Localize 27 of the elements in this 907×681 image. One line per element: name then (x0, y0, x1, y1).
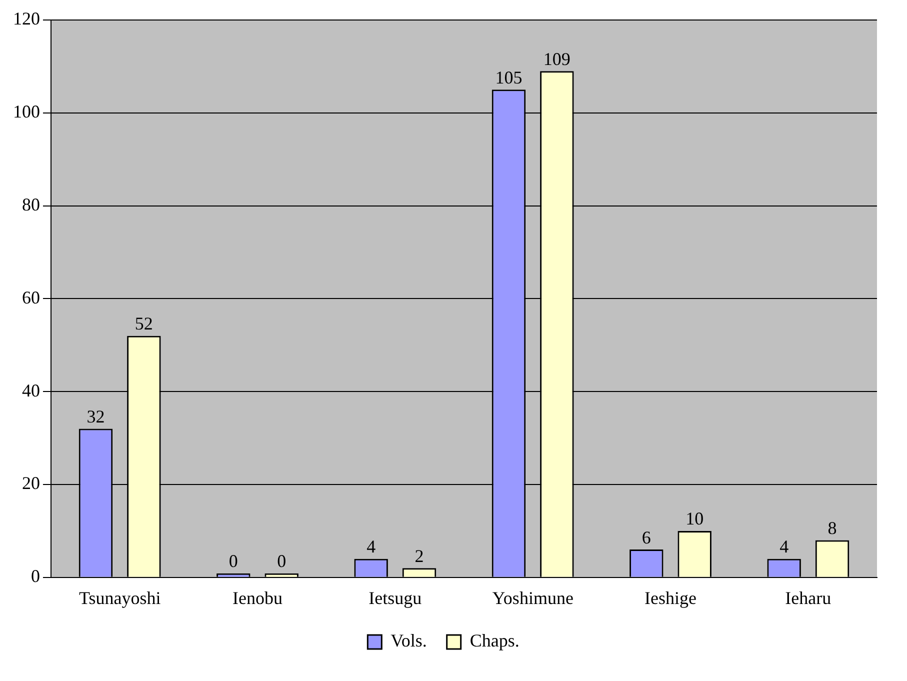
y-tick-label: 120 (13, 8, 40, 29)
x-tick-label: Ieshige (644, 588, 696, 608)
data-label: 4 (366, 536, 376, 557)
y-tick-label: 100 (13, 102, 40, 122)
y-tick-label: 20 (22, 473, 40, 494)
legend-label: Chaps. (470, 630, 520, 651)
data-label: 109 (543, 48, 570, 69)
data-label: 4 (780, 536, 789, 557)
data-label: 0 (277, 551, 286, 572)
data-label: 2 (414, 546, 424, 566)
data-label: 10 (686, 508, 704, 529)
y-tick-label: 80 (22, 194, 40, 215)
x-tick-label: Tsunayoshi (78, 588, 161, 608)
x-tick-label: Yoshimune (492, 588, 574, 608)
data-label: 52 (134, 314, 153, 334)
x-tick-label: Ieharu (785, 588, 832, 608)
data-label: 8 (828, 518, 837, 538)
x-tick-label: Ietsugu (368, 588, 422, 608)
data-label: 0 (228, 551, 238, 572)
data-label: 32 (86, 406, 105, 426)
x-tick-label: Ienobu (232, 588, 282, 608)
data-label: 6 (642, 527, 651, 548)
y-tick-label: 60 (22, 287, 40, 308)
y-tick-label: 0 (31, 566, 40, 586)
legend-label: Vols. (390, 630, 427, 651)
data-label: 105 (495, 67, 522, 88)
y-tick-label: 40 (22, 380, 40, 400)
